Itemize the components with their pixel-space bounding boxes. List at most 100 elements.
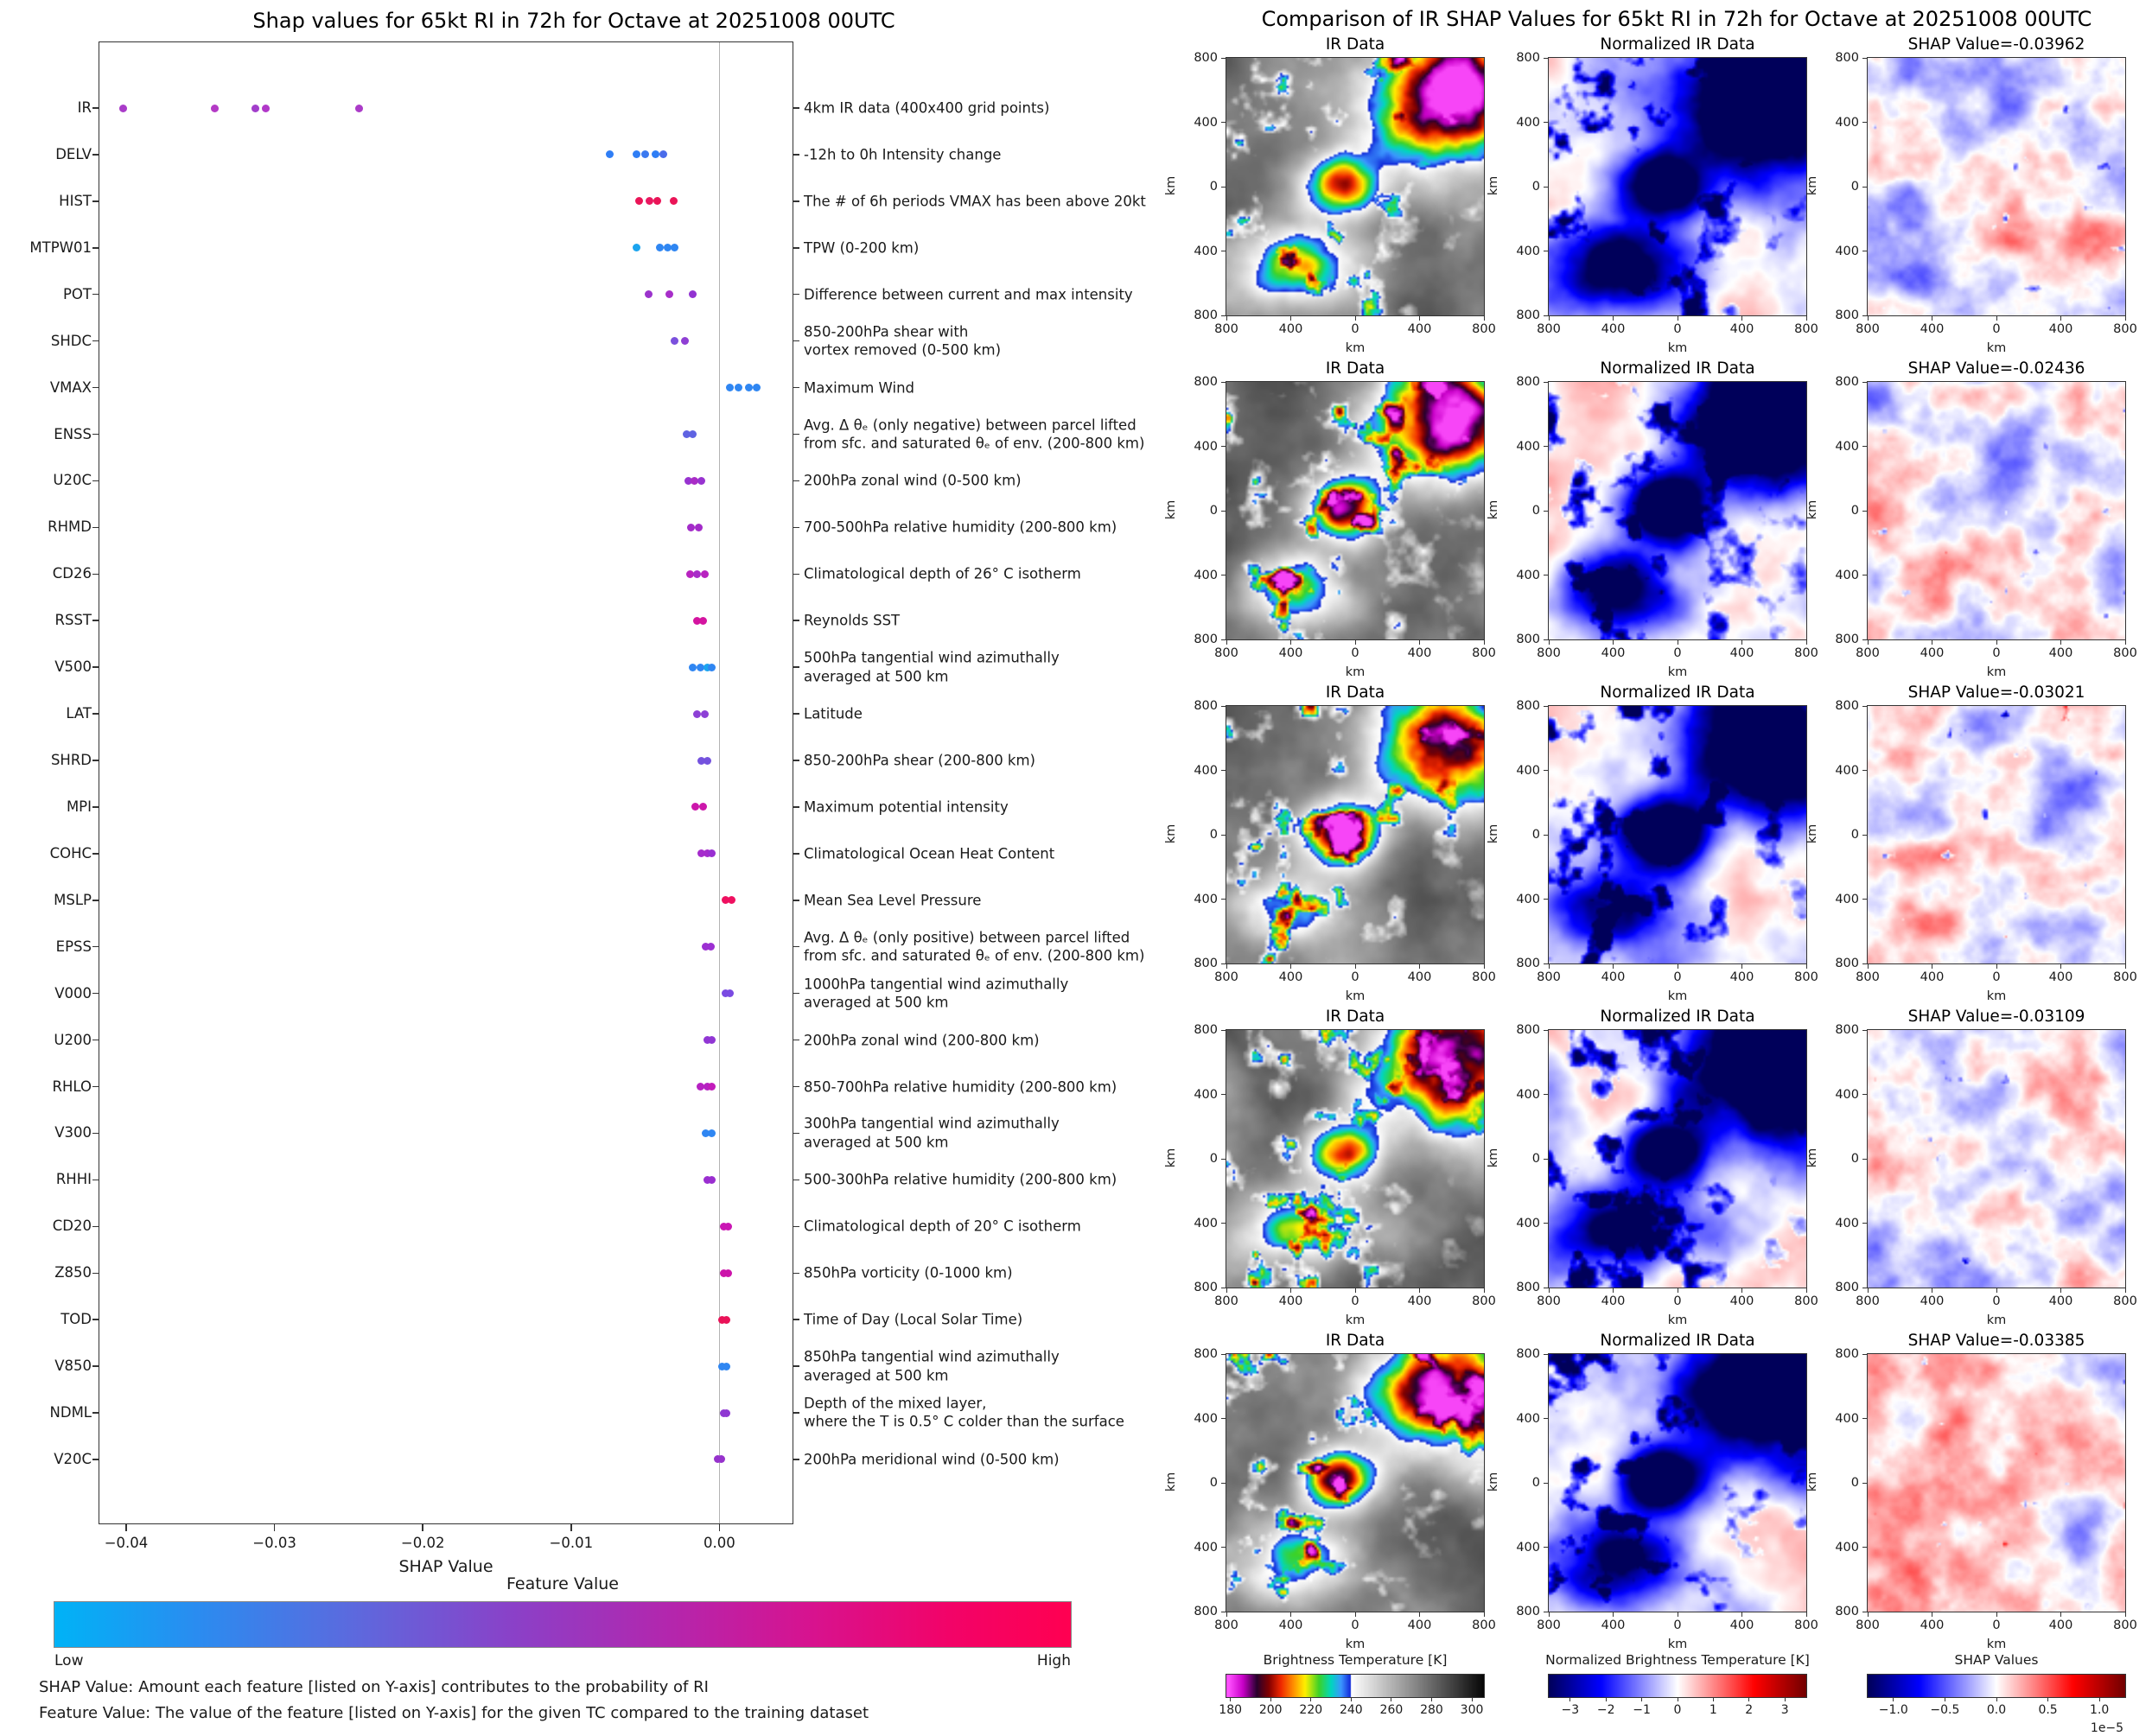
map-x-tick: [1613, 640, 1614, 645]
map-y-tick-label: 400: [1835, 115, 1859, 130]
map-x-tick: [1419, 640, 1420, 645]
map-y-tick-label: 0: [1531, 1152, 1540, 1166]
ir-data-map-canvas: [1226, 381, 1485, 640]
feature-value-colorbar-title: Feature Value: [506, 1574, 619, 1593]
shap-point: [723, 1315, 731, 1324]
map-y-tick: [1544, 834, 1549, 836]
map-x-tick-label: 800: [1472, 1294, 1496, 1308]
map-x-tick-label: 800: [1537, 646, 1561, 660]
shap-point: [632, 150, 640, 159]
shap-point: [632, 244, 640, 252]
map-x-axis-label: km: [1986, 665, 2007, 679]
map-x-tick-label: 400: [2048, 1294, 2073, 1308]
colorbar-tick-label: 280: [1420, 1703, 1443, 1717]
y-tick-left: [92, 1272, 99, 1274]
map-x-tick: [1996, 1288, 1997, 1293]
normalized-ir-map-title: Normalized IR Data: [1600, 1008, 1755, 1026]
shap-point: [699, 803, 708, 811]
map-x-axis-label: km: [1345, 1313, 1366, 1327]
normalized-ir-map-title: Normalized IR Data: [1600, 684, 1755, 702]
map-y-tick-label: 800: [1835, 957, 1859, 970]
map-x-tick: [1805, 640, 1807, 645]
map-y-axis-label: km: [1805, 499, 1819, 520]
map-y-tick: [1544, 1547, 1549, 1548]
y-tick-right: [793, 293, 799, 296]
shap-values-map-canvas: [1867, 705, 2126, 964]
map-x-tick-label: 400: [1407, 1294, 1432, 1308]
feature-label: Z850: [54, 1264, 92, 1281]
shap-point: [671, 244, 679, 252]
map-x-tick-label: 400: [1729, 1294, 1754, 1308]
y-tick-right: [793, 666, 799, 668]
map-x-tick-label: 0: [1992, 1294, 2001, 1308]
map-y-axis-label: km: [1805, 175, 1819, 196]
map-x-tick: [1867, 964, 1869, 969]
y-tick-right: [793, 1132, 799, 1135]
map-y-tick-label: 800: [1835, 1605, 1859, 1618]
feature-label: V000: [54, 984, 92, 1002]
ir-data-map-title: IR Data: [1325, 359, 1385, 378]
map-y-tick: [1544, 705, 1549, 707]
map-x-tick: [1419, 316, 1420, 321]
feature-description: 850-700hPa relative humidity (200-800 km…: [804, 1078, 1117, 1095]
shap-point: [681, 337, 690, 346]
feature-description: 200hPa meridional wind (0-500 km): [804, 1451, 1060, 1468]
y-tick-right: [793, 713, 799, 715]
map-x-tick: [1483, 1288, 1485, 1293]
y-tick-right: [793, 620, 799, 621]
map-y-tick-label: 800: [1516, 699, 1540, 713]
feature-description: Climatological depth of 26° C isotherm: [804, 565, 1081, 582]
y-tick-right: [793, 200, 799, 202]
map-y-tick-label: 400: [1194, 439, 1218, 454]
shap-point: [745, 384, 754, 392]
colorbar-tick: [1230, 1697, 1232, 1701]
colorbar-tick-label: −3: [1561, 1703, 1580, 1717]
map-y-axis-label: km: [1805, 1472, 1819, 1492]
y-tick-left: [92, 713, 99, 715]
map-x-tick-label: 400: [1407, 1618, 1432, 1632]
map-x-tick: [1805, 1612, 1807, 1617]
y-tick-left: [92, 760, 99, 761]
map-x-tick-label: 800: [1537, 322, 1561, 336]
shap-point: [704, 1036, 712, 1045]
shap-point: [720, 1269, 729, 1277]
map-y-tick: [1221, 1223, 1226, 1224]
map-x-tick-label: 800: [2113, 646, 2137, 660]
shap-values-map-canvas: [1867, 381, 2126, 640]
map-y-tick-label: 800: [1194, 1605, 1218, 1618]
normalized-ir-map-canvas: [1548, 57, 1807, 316]
shap-point: [697, 849, 706, 858]
map-y-tick: [1862, 446, 1868, 447]
colorbar-tick-label: 3: [1780, 1703, 1789, 1717]
y-tick-right: [793, 1179, 799, 1181]
y-tick-left: [92, 806, 99, 808]
map-x-tick-label: 400: [1729, 322, 1754, 336]
map-y-tick-label: 800: [1835, 51, 1859, 65]
map-x-tick-label: 800: [1794, 1618, 1818, 1632]
map-x-tick: [1290, 316, 1291, 321]
feature-description: Depth of the mixed layer, where the T is…: [804, 1395, 1124, 1431]
map-x-tick-label: 800: [1794, 1294, 1818, 1308]
map-x-tick-label: 400: [1407, 646, 1432, 660]
map-x-axis-label: km: [1345, 1637, 1366, 1651]
map-x-tick: [1741, 964, 1742, 969]
map-x-tick-label: 400: [1920, 646, 1945, 660]
map-x-tick: [1548, 1288, 1550, 1293]
feature-description: Avg. Δ θₑ (only positive) between parcel…: [804, 929, 1145, 964]
map-y-axis-label: km: [1487, 1148, 1500, 1168]
map-y-tick-label: 400: [1516, 439, 1540, 454]
map-x-tick: [1613, 964, 1614, 969]
shap-point: [669, 197, 678, 206]
map-y-tick: [1221, 122, 1226, 123]
map-x-tick-label: 400: [1601, 322, 1626, 336]
map-x-tick-label: 800: [1856, 1294, 1880, 1308]
map-x-tick-label: 800: [1794, 322, 1818, 336]
map-x-tick: [1996, 640, 1997, 645]
map-y-tick: [1544, 770, 1549, 771]
map-x-tick: [1290, 640, 1291, 645]
map-y-tick-label: 400: [1194, 892, 1218, 906]
map-y-tick: [1221, 446, 1226, 447]
shap-point: [721, 896, 729, 905]
map-x-tick-label: 0: [1673, 970, 1682, 984]
ir-data-map-title: IR Data: [1325, 1008, 1385, 1026]
